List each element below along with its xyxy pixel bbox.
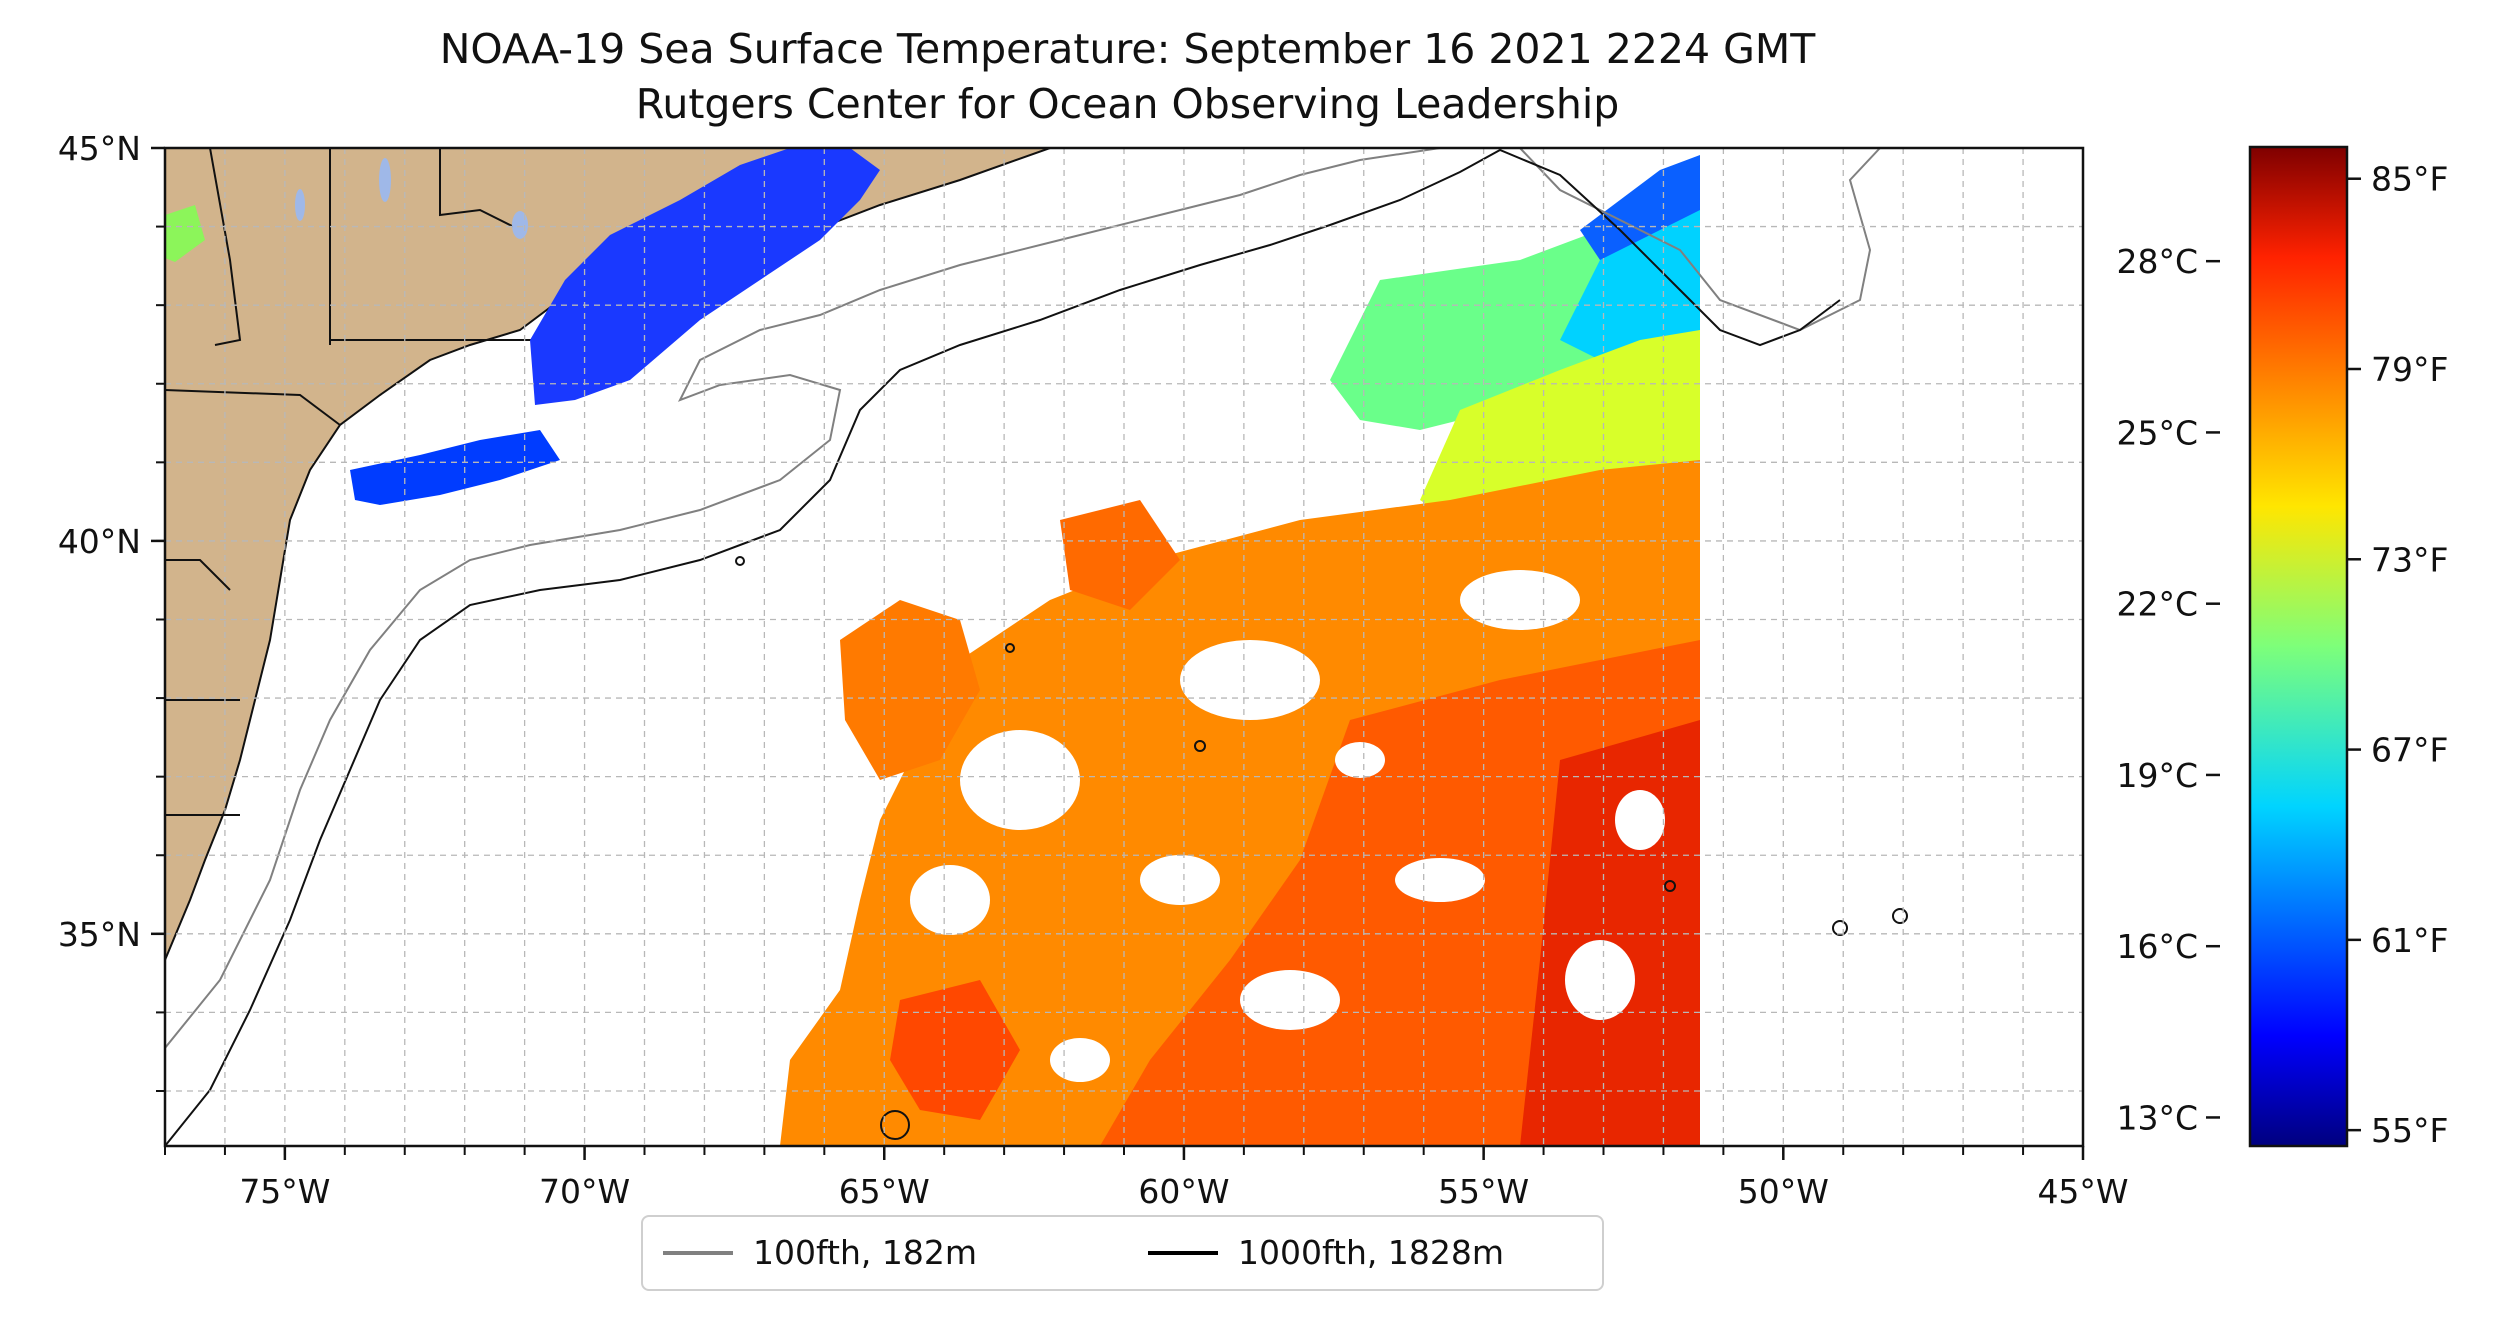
fahrenheit-tick-label: 67°F: [2371, 731, 2448, 770]
lon-tick-label: 50°W: [1738, 1172, 1829, 1211]
sst-data: [350, 148, 2083, 1146]
map-area: [165, 148, 2083, 1146]
contour-1000fth: [165, 148, 1841, 1146]
celsius-tick-label: 19°C: [2116, 756, 2198, 795]
colorbar-celsius-ticks: 28°C 25°C 22°C 19°C 16°C 13°C: [2116, 242, 2220, 1137]
lon-tick-label: 70°W: [539, 1172, 630, 1211]
map-subtitle: Rutgers Center for Ocean Observing Leade…: [635, 80, 1620, 128]
celsius-tick-label: 16°C: [2116, 927, 2198, 966]
contour-100fth: [165, 148, 1441, 1049]
lon-tick-label: 75°W: [239, 1172, 330, 1211]
legend-label-100fth: 100fth, 182m: [753, 1233, 977, 1272]
lat-tick-label: 35°N: [58, 915, 141, 954]
legend: 100fth, 182m 1000fth, 1828m: [641, 1215, 1604, 1291]
colorbar-fahrenheit-ticks: 85°F 79°F 73°F 67°F 61°F 55°F: [2347, 160, 2448, 1150]
legend-line-1000fth: [1148, 1251, 1218, 1255]
lat-tick-label: 45°N: [58, 129, 141, 168]
lon-tick-label: 60°W: [1138, 1172, 1229, 1211]
celsius-tick-label: 22°C: [2116, 585, 2198, 624]
lon-tick-label: 55°W: [1438, 1172, 1529, 1211]
fahrenheit-tick-label: 61°F: [2371, 921, 2448, 960]
latitude-axis: 45°N 40°N 35°N: [58, 129, 165, 1092]
lon-tick-label: 45°W: [2037, 1172, 2128, 1211]
colorbar: [2248, 145, 2349, 1148]
contour-100fth-north: [1519, 148, 1881, 332]
lat-tick-label: 40°N: [58, 522, 141, 561]
fahrenheit-tick-label: 55°F: [2371, 1111, 2448, 1150]
fahrenheit-tick-label: 85°F: [2371, 160, 2448, 199]
lakes: [165, 158, 528, 262]
state-borders: [165, 148, 560, 816]
legend-line-100fth: [663, 1251, 733, 1255]
fahrenheit-tick-label: 73°F: [2371, 540, 2448, 579]
fahrenheit-tick-label: 79°F: [2371, 350, 2448, 389]
legend-label-1000fth: 1000fth, 1828m: [1238, 1233, 1504, 1272]
celsius-tick-label: 25°C: [2116, 413, 2198, 452]
lon-tick-label: 65°W: [839, 1172, 930, 1211]
map-title: NOAA-19 Sea Surface Temperature: Septemb…: [439, 25, 1816, 73]
longitude-axis: 75°W 70°W 65°W 60°W 55°W 50°W 45°W: [164, 1146, 2129, 1211]
celsius-tick-label: 13°C: [2116, 1098, 2198, 1137]
celsius-tick-label: 28°C: [2116, 242, 2198, 281]
seamounts: [735, 556, 1908, 1140]
